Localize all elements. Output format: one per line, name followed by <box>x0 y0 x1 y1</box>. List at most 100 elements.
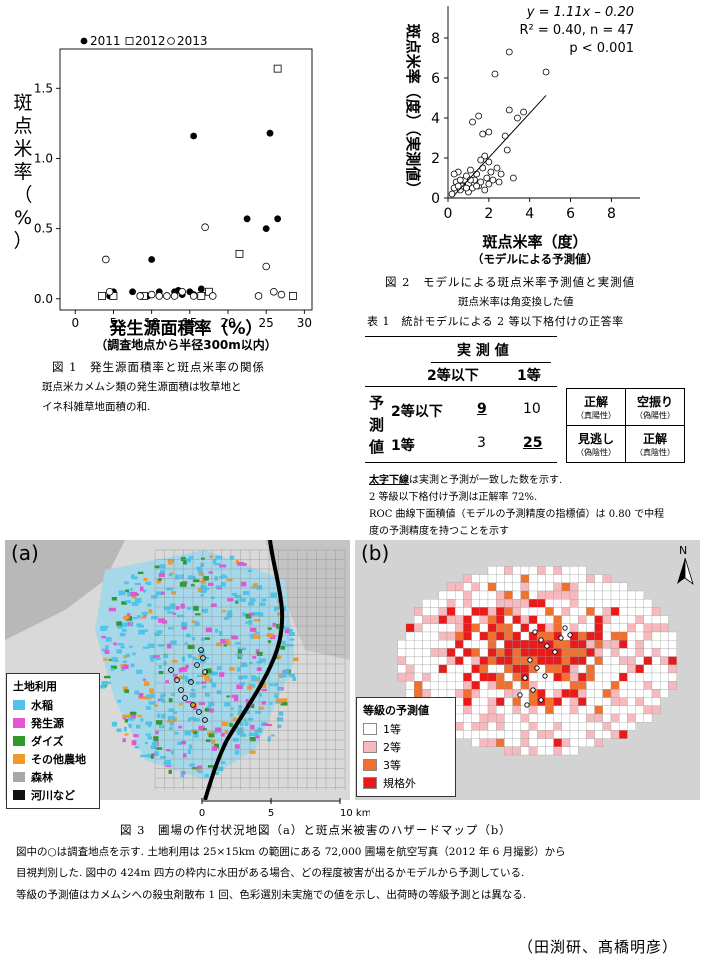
hazard-cell <box>643 705 653 715</box>
fig1-note-line2: イネ科雑草地面積の和. <box>42 401 151 413</box>
field-patch <box>155 591 163 596</box>
hazard-cell <box>553 738 562 747</box>
hazard-cell <box>578 738 587 747</box>
field-patch <box>129 711 137 715</box>
field-patch <box>132 652 136 656</box>
field-patch <box>157 644 165 647</box>
data-point <box>450 170 458 178</box>
field-patch <box>192 656 197 661</box>
hazard-cell <box>610 656 620 665</box>
hazard-cell <box>586 672 595 682</box>
hazard-cell <box>487 590 497 600</box>
hazard-cell <box>537 705 546 715</box>
hazard-cell <box>627 705 636 715</box>
data-point <box>491 70 499 78</box>
x-tick-label: 0 <box>444 206 453 222</box>
hazard-cell <box>569 607 579 616</box>
survey-site-marker <box>202 669 208 675</box>
field-patch <box>252 611 259 616</box>
field-patch <box>214 563 221 566</box>
field-patch <box>289 628 293 634</box>
hazard-cell <box>528 672 538 682</box>
field-patch <box>200 562 205 567</box>
hazard-cell <box>512 566 521 575</box>
hazard-cell <box>487 730 497 739</box>
field-patch <box>233 696 239 702</box>
hazard-cell <box>455 681 464 690</box>
hazard-cell <box>553 730 562 739</box>
hazard-cell <box>569 672 579 682</box>
field-patch <box>220 638 227 644</box>
hazard-cell <box>512 681 521 690</box>
data-point <box>462 184 470 192</box>
hazard-cell <box>479 582 489 592</box>
field-patch <box>207 731 214 736</box>
hazard-cell <box>397 656 407 665</box>
hazard-cell <box>471 599 480 608</box>
hazard-cell <box>487 607 497 616</box>
hazard-cell <box>463 590 472 600</box>
hazard-cell <box>504 582 513 592</box>
hazard-cell <box>438 623 448 633</box>
point-2011 <box>148 256 156 263</box>
field-patch <box>231 636 239 640</box>
field-patch <box>118 590 126 596</box>
legend-2013-label: 2013 <box>177 34 208 48</box>
field-patch <box>180 603 185 609</box>
survey-site-marker <box>517 692 523 698</box>
hazard-cell <box>455 640 464 649</box>
field-patch <box>201 637 205 641</box>
hazard-cell <box>537 574 546 583</box>
field-patch <box>261 688 267 692</box>
hazard-cell <box>651 640 661 649</box>
field-patch <box>185 664 189 669</box>
hazard-cell <box>545 705 554 715</box>
hazard-cell <box>512 615 521 624</box>
field-patch <box>149 655 155 659</box>
hazard-cell <box>602 722 612 731</box>
hazard-cell <box>504 574 513 583</box>
field-patch <box>125 600 132 604</box>
hazard-cell <box>479 722 489 731</box>
field-patch <box>205 627 213 633</box>
hazard-cell <box>463 615 472 624</box>
legend-item: 水稲 <box>13 696 93 714</box>
hazard-cell <box>643 672 653 682</box>
hazard-cell <box>586 730 595 739</box>
hazard-cell <box>643 607 653 616</box>
hazard-cell <box>635 681 644 690</box>
field-patch <box>121 601 127 605</box>
hazard-cell <box>602 705 612 715</box>
hazard-cell <box>496 640 505 649</box>
table1-caption: 表 1 統計モデルによる 2 等以下格付けの正答率 <box>367 315 624 328</box>
field-patch <box>248 601 255 606</box>
field-patch <box>277 612 283 616</box>
hazard-cell <box>446 607 456 616</box>
key-true-negative: 正解 （真陰性） <box>625 425 685 463</box>
hazard-cell <box>496 574 505 583</box>
point-2012 <box>197 292 206 300</box>
field-patch <box>168 560 173 565</box>
field-patch <box>229 555 235 560</box>
data-point <box>489 176 497 184</box>
hazard-cell <box>537 722 546 731</box>
point-2013 <box>136 292 144 300</box>
field-patch <box>262 723 269 726</box>
hazard-cell <box>545 664 554 674</box>
field-patch <box>169 603 176 608</box>
hazard-cell <box>561 615 571 624</box>
field-patch <box>154 565 160 569</box>
hazard-cell <box>520 631 530 641</box>
field-patch <box>255 631 260 635</box>
hazard-cell <box>455 582 464 592</box>
hazard-cell <box>578 681 587 690</box>
hazard-cell <box>651 615 661 624</box>
hazard-cell <box>578 590 587 600</box>
hazard-cell <box>545 574 554 583</box>
data-point <box>481 152 489 160</box>
legend-swatch <box>363 759 377 771</box>
hazard-cell <box>610 631 620 641</box>
field-patch <box>206 668 212 674</box>
hazard-cell <box>479 730 489 739</box>
field-patch <box>249 661 253 665</box>
